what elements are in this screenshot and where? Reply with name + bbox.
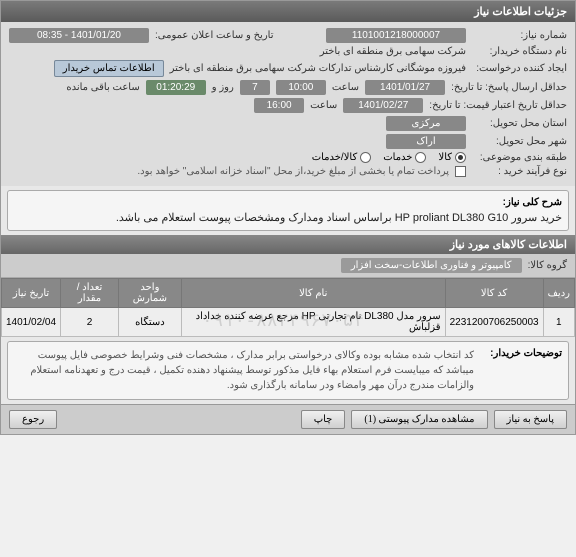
city-label: شهر محل تحویل: <box>472 136 567 147</box>
buyer-note-text: کد انتخاب شده مشابه بوده وکالای درخواستی… <box>14 348 474 393</box>
validity-time-label: ساعت <box>310 100 337 111</box>
buyer-org-value: شرکت سهامی برق منطقه ای باختر <box>320 46 466 57</box>
requester-value: فیروزه موشگانی کارشناس تدارکات شرکت سهام… <box>170 63 466 74</box>
cell-qty: 2 <box>61 308 119 337</box>
buy-process-checkbox[interactable] <box>455 166 466 177</box>
radio-both-label: کالا/خدمات <box>312 152 358 163</box>
requester-label: ایجاد کننده درخواست: <box>472 63 567 74</box>
footer-bar: پاسخ به نیاز مشاهده مدارک پیوستی (1) چاپ… <box>1 404 575 434</box>
remaining-label: روز و <box>212 82 234 93</box>
description-text: خرید سرور HP proliant DL380 G10 براساس ا… <box>14 211 562 224</box>
items-header: اطلاعات کالاهای مورد نیاز <box>1 235 575 254</box>
deadline-time-label: ساعت <box>332 82 359 93</box>
province-value: مرکزی <box>386 116 466 131</box>
deadline-time: 10:00 <box>276 80 326 95</box>
group-row: گروه کالا: کامپیوتر و فناوری اطلاعات-سخت… <box>1 254 575 278</box>
col-qty: تعداد / مقدار <box>61 279 119 308</box>
validity-time: 16:00 <box>254 98 304 113</box>
radio-both[interactable]: کالا/خدمات <box>312 152 372 163</box>
remaining-time: 01:20:29 <box>146 80 206 95</box>
attachments-button[interactable]: مشاهده مدارک پیوستی (1) <box>351 410 487 429</box>
radio-service[interactable]: خدمات <box>383 152 426 163</box>
radio-service-label: خدمات <box>383 152 412 163</box>
close-button[interactable]: رجوع <box>9 410 57 429</box>
radio-goods[interactable]: کالا <box>438 152 466 163</box>
reply-button[interactable]: پاسخ به نیاز <box>494 410 568 429</box>
days-value: 7 <box>240 80 270 95</box>
cell-name: سرور مدل DL380 نام تجارتی HP مرجع عرضه ک… <box>181 308 445 337</box>
main-panel: جزئیات اطلاعات نیاز شماره نیاز: 11010012… <box>0 0 576 435</box>
buyer-note-section: توضیحات خریدار: کد انتخاب شده مشابه بوده… <box>7 341 569 400</box>
items-table: ردیف کد کالا نام کالا واحد شمارش تعداد /… <box>1 278 575 337</box>
buy-process-label: نوع فرآیند خرید : <box>472 166 567 177</box>
radio-both-icon <box>360 152 371 163</box>
print-button[interactable]: چاپ <box>301 410 346 429</box>
buyer-note-label: توضیحات خریدار: <box>482 348 562 390</box>
cell-index: 1 <box>543 308 574 337</box>
radio-goods-icon <box>455 152 466 163</box>
cell-date: 1401/02/04 <box>2 308 61 337</box>
radio-service-icon <box>415 152 426 163</box>
announce-label: تاریخ و ساعت اعلان عمومی: <box>155 30 274 41</box>
radio-goods-label: کالا <box>438 152 452 163</box>
table-header-row: ردیف کد کالا نام کالا واحد شمارش تعداد /… <box>2 279 575 308</box>
remaining-suffix: ساعت باقی مانده <box>66 82 139 93</box>
cell-name-text: سرور مدل DL380 نام تجارتی HP مرجع عرضه ک… <box>196 311 441 333</box>
col-name: نام کالا <box>181 279 445 308</box>
category-radio-group: کالا خدمات کالا/خدمات <box>312 152 466 163</box>
group-label: گروه کالا: <box>528 260 567 271</box>
col-unit: واحد شمارش <box>118 279 181 308</box>
category-label: طبقه بندی موضوعی: <box>472 152 567 163</box>
table-row[interactable]: 1 2231200706250003 سرور مدل DL380 نام تج… <box>2 308 575 337</box>
announce-value: 1401/01/20 - 08:35 <box>9 28 149 43</box>
buyer-org-label: نام دستگاه خریدار: <box>472 46 567 57</box>
need-number-value: 1101001218000007 <box>326 28 466 43</box>
panel-title: جزئیات اطلاعات نیاز <box>1 1 575 22</box>
city-value: اراک <box>386 134 466 149</box>
description-label: شرح کلی نیاز: <box>14 197 562 208</box>
deadline-label: حداقل ارسال پاسخ: تا تاریخ: <box>451 82 567 93</box>
deadline-date: 1401/01/27 <box>365 80 445 95</box>
cell-unit: دستگاه <box>118 308 181 337</box>
province-label: استان محل تحویل: <box>472 118 567 129</box>
details-section: شماره نیاز: 1101001218000007 تاریخ و ساع… <box>1 22 575 186</box>
buy-process-note: پرداخت تمام یا بخشی از مبلغ خرید،از محل … <box>137 166 449 177</box>
need-number-label: شماره نیاز: <box>472 30 567 41</box>
validity-label: حداقل تاریخ اعتبار قیمت: تا تاریخ: <box>429 100 567 111</box>
col-index: ردیف <box>543 279 574 308</box>
contact-buyer-button[interactable]: اطلاعات تماس خریدار <box>54 60 164 77</box>
description-section: شرح کلی نیاز: خرید سرور HP proliant DL38… <box>7 190 569 231</box>
col-code: کد کالا <box>445 279 543 308</box>
cell-code: 2231200706250003 <box>445 308 543 337</box>
col-date: تاریخ نیاز <box>2 279 61 308</box>
group-value: کامپیوتر و فناوری اطلاعات-سخت افزار <box>341 258 522 273</box>
validity-date: 1401/02/27 <box>343 98 423 113</box>
